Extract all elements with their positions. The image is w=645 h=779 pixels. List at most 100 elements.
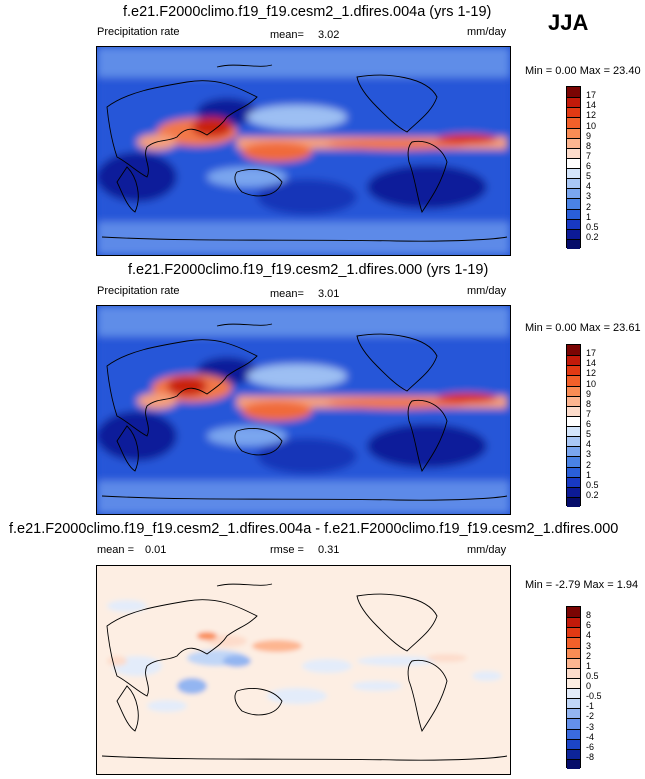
colorbar-label: 4 — [586, 630, 592, 641]
middle-precip-map — [96, 305, 511, 515]
colorbar-label: 9 — [586, 388, 592, 399]
colorbar-label: 1 — [586, 211, 592, 222]
bottom-panel-title: f.e21.F2000climo.f19_f19.cesm2_1.dfires.… — [9, 521, 619, 537]
colorbar-swatch — [567, 647, 580, 658]
colorbar-swatch — [567, 127, 580, 138]
colorbar-swatch — [567, 355, 580, 366]
colorbar-swatch — [567, 627, 580, 638]
colorbar-swatch — [567, 107, 580, 118]
colorbar-label: -6 — [586, 741, 595, 752]
top-minmax: Min = 0.00 Max = 23.40 — [525, 65, 641, 77]
colorbar-swatch — [567, 137, 580, 148]
colorbar-swatch — [567, 178, 580, 189]
colorbar-label: 12 — [586, 368, 597, 379]
colorbar-swatch — [567, 698, 580, 709]
colorbar-label: 4 — [586, 181, 592, 192]
middle-panel-title: f.e21.F2000climo.f19_f19.cesm2_1.dfires.… — [128, 262, 489, 278]
colorbar-label: 10 — [586, 378, 597, 389]
colorbar-swatch — [567, 198, 580, 209]
bottom-difference-map — [96, 565, 511, 775]
colorbar-swatch — [567, 208, 580, 219]
colorbar-label: 5 — [586, 429, 592, 440]
colorbar-label: 2 — [586, 650, 592, 661]
colorbar-swatch — [567, 617, 580, 628]
colorbar-label: 4 — [586, 439, 592, 450]
colorbar-label: 14 — [586, 358, 597, 369]
colorbar-swatch — [567, 188, 580, 199]
colorbar-label: -8 — [586, 751, 595, 762]
middle-mean-label: mean= — [270, 288, 304, 300]
colorbar-swatch — [567, 218, 580, 229]
colorbar-swatch — [567, 466, 580, 477]
colorbar-label: 0.5 — [586, 221, 599, 232]
colorbar-swatch — [567, 365, 580, 376]
colorbar-label: 9 — [586, 130, 592, 141]
colorbar-label: 8 — [586, 140, 592, 151]
colorbar-label: -0.5 — [586, 691, 602, 702]
middle-mean-value: 3.01 — [318, 288, 340, 300]
colorbar-swatch — [567, 758, 580, 769]
colorbar-label: 1 — [586, 469, 592, 480]
colorbar-label: 17 — [586, 90, 597, 101]
colorbar-swatch — [567, 667, 580, 678]
colorbar-swatch — [567, 657, 580, 668]
colorbar-swatch — [567, 496, 580, 507]
top-mean-label: mean= — [270, 29, 304, 41]
colorbar-swatch — [567, 415, 580, 426]
colorbar-label: 14 — [586, 100, 597, 111]
colorbar-label: -2 — [586, 711, 595, 722]
colorbar-label: -3 — [586, 721, 595, 732]
colorbar-swatch — [567, 476, 580, 487]
season-label: JJA — [548, 10, 589, 35]
middle-field-name: Precipitation rate — [97, 285, 180, 297]
colorbar-label: 0.2 — [586, 231, 599, 242]
colorbar-swatch — [567, 688, 580, 699]
bottom-units: mm/day — [467, 544, 507, 556]
colorbar-swatch — [567, 157, 580, 168]
colorbar-swatch — [567, 748, 580, 759]
bottom-mean-label: mean = — [97, 544, 134, 556]
colorbar-swatch — [567, 637, 580, 648]
colorbar-swatch — [567, 375, 580, 386]
colorbar-label: 3 — [586, 449, 592, 460]
top-precip-map — [96, 46, 511, 256]
colorbar-label: 6 — [586, 620, 592, 631]
colorbar-swatch — [567, 446, 580, 457]
bottom-rmse-value: 0.31 — [318, 544, 340, 556]
colorbar-label: 0.2 — [586, 489, 599, 500]
colorbar-label: 2 — [586, 459, 592, 470]
colorbar-label: 7 — [586, 408, 592, 419]
colorbar-label: 8 — [586, 398, 592, 409]
colorbar-label: 8 — [586, 610, 592, 621]
colorbar-swatch — [567, 436, 580, 447]
colorbar-label: 7 — [586, 150, 592, 161]
colorbar-swatch — [567, 228, 580, 239]
colorbar-swatch — [567, 97, 580, 108]
bottom-rmse-label: rmse = — [270, 544, 304, 556]
colorbar-label: 6 — [586, 161, 592, 171]
middle-units: mm/day — [467, 285, 507, 297]
colorbar-label: 0 — [586, 681, 592, 691]
colorbar-swatch — [567, 345, 580, 356]
colorbar-swatch — [567, 607, 580, 618]
colorbar-swatch — [567, 486, 580, 497]
colorbar-label: 0.5 — [586, 479, 599, 490]
colorbar-swatch — [567, 405, 580, 416]
top-mean-value: 3.02 — [318, 29, 340, 41]
top-panel-title: f.e21.F2000climo.f19_f19.cesm2_1.dfires.… — [123, 4, 492, 20]
colorbar-label: 6 — [586, 419, 592, 429]
colorbar-label: -1 — [586, 701, 595, 712]
bottom-colorbar — [566, 606, 581, 769]
colorbar-label: 3 — [586, 191, 592, 202]
colorbar-swatch — [567, 728, 580, 739]
bottom-mean-value: 0.01 — [145, 544, 167, 556]
middle-minmax: Min = 0.00 Max = 23.61 — [525, 322, 641, 334]
colorbar-label: 2 — [586, 201, 592, 212]
colorbar-swatch — [567, 117, 580, 128]
colorbar-label: 0.5 — [586, 670, 599, 681]
colorbar-swatch — [567, 456, 580, 467]
colorbar-swatch — [567, 147, 580, 158]
colorbar-swatch — [567, 708, 580, 719]
colorbar-swatch — [567, 718, 580, 729]
colorbar-swatch — [567, 677, 580, 688]
